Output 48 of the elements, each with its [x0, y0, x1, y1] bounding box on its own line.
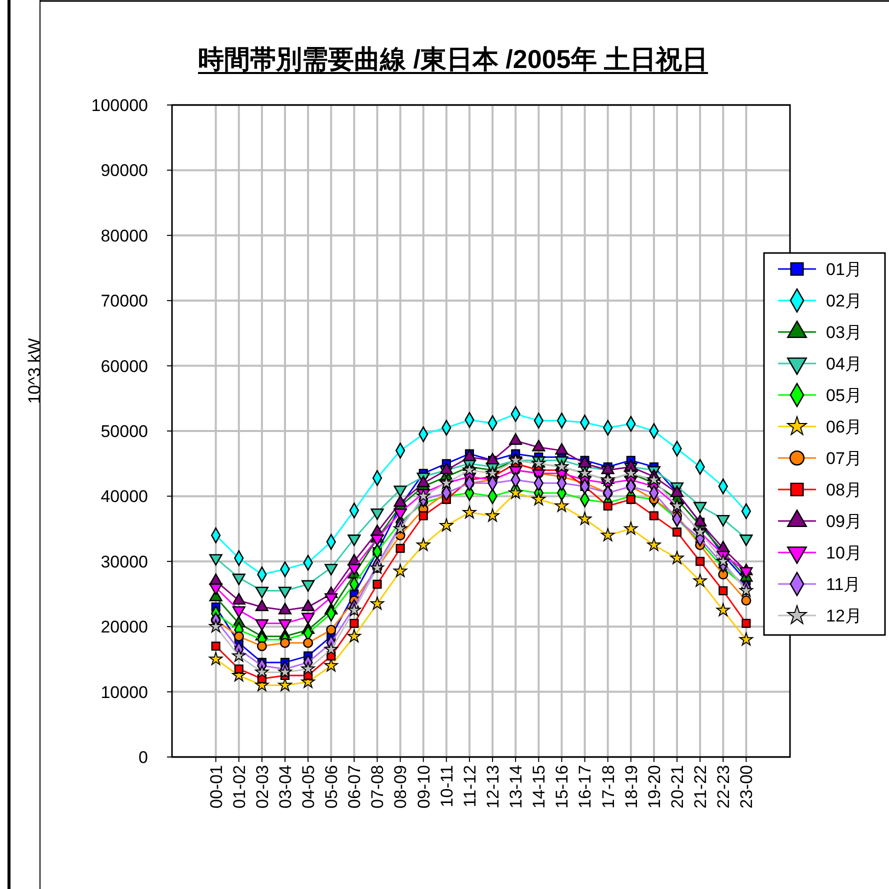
legend-label: 10月	[826, 543, 862, 562]
legend-label: 09月	[826, 512, 862, 531]
x-tick-label: 17-18	[598, 765, 618, 808]
x-tick-label: 06-07	[345, 765, 364, 808]
legend-label: 03月	[826, 322, 862, 342]
y-tick-label: 100000	[91, 96, 148, 115]
x-tick-label: 11-12	[460, 765, 480, 808]
x-tick-label: 08-09	[391, 765, 410, 808]
y-tick-label: 70000	[100, 292, 148, 311]
x-tick-label: 03-04	[276, 765, 295, 808]
legend-label: 04月	[826, 354, 862, 374]
legend-label: 11月	[826, 574, 861, 594]
legend-label: 08月	[826, 480, 862, 500]
legend-label: 02月	[826, 291, 862, 310]
x-tick-label: 14-15	[530, 765, 549, 808]
y-tick-label: 0	[138, 748, 148, 767]
x-tick-label: 22-23	[714, 765, 734, 808]
x-tick-label: 16-17	[576, 765, 595, 808]
x-tick-label: 02-03	[252, 765, 272, 808]
y-tick-label: 50000	[100, 422, 148, 441]
x-tick-label: 01-02	[230, 765, 249, 808]
y-tick-label: 90000	[100, 161, 148, 180]
x-tick-label: 12-13	[483, 765, 502, 808]
x-tick-label: 21-22	[691, 765, 710, 808]
x-tick-label: 10-11	[437, 765, 456, 808]
y-tick-label: 30000	[100, 552, 148, 572]
y-tick-label: 60000	[100, 356, 148, 376]
x-tick-label: 04-05	[299, 765, 318, 808]
x-tick-label: 00-01	[206, 765, 226, 808]
chart-title: 時間帯別需要曲線 /東日本 /2005年 土日祝日	[198, 44, 708, 74]
x-tick-label: 05-06	[322, 765, 342, 808]
x-tick-label: 23-00	[737, 765, 756, 808]
x-tick-label: 09-10	[414, 765, 434, 808]
legend-label: 06月	[826, 417, 862, 436]
y-tick-label: 80000	[100, 226, 148, 246]
y-tick-label: 10000	[100, 682, 148, 702]
legend-label: 05月	[826, 386, 862, 405]
x-tick-label: 19-20	[644, 765, 664, 808]
x-tick-label: 13-14	[506, 765, 526, 808]
x-tick-label: 15-16	[552, 765, 572, 808]
legend-label: 12月	[826, 606, 862, 626]
legend-label: 07月	[826, 448, 862, 468]
x-tick-label: 07-08	[368, 765, 388, 808]
x-tick-label: 18-19	[622, 765, 641, 808]
x-tick-label: 20-21	[668, 765, 687, 808]
y-tick-label: 20000	[100, 618, 148, 637]
y-tick-label: 40000	[100, 487, 148, 506]
legend-label: 01月	[826, 260, 862, 279]
